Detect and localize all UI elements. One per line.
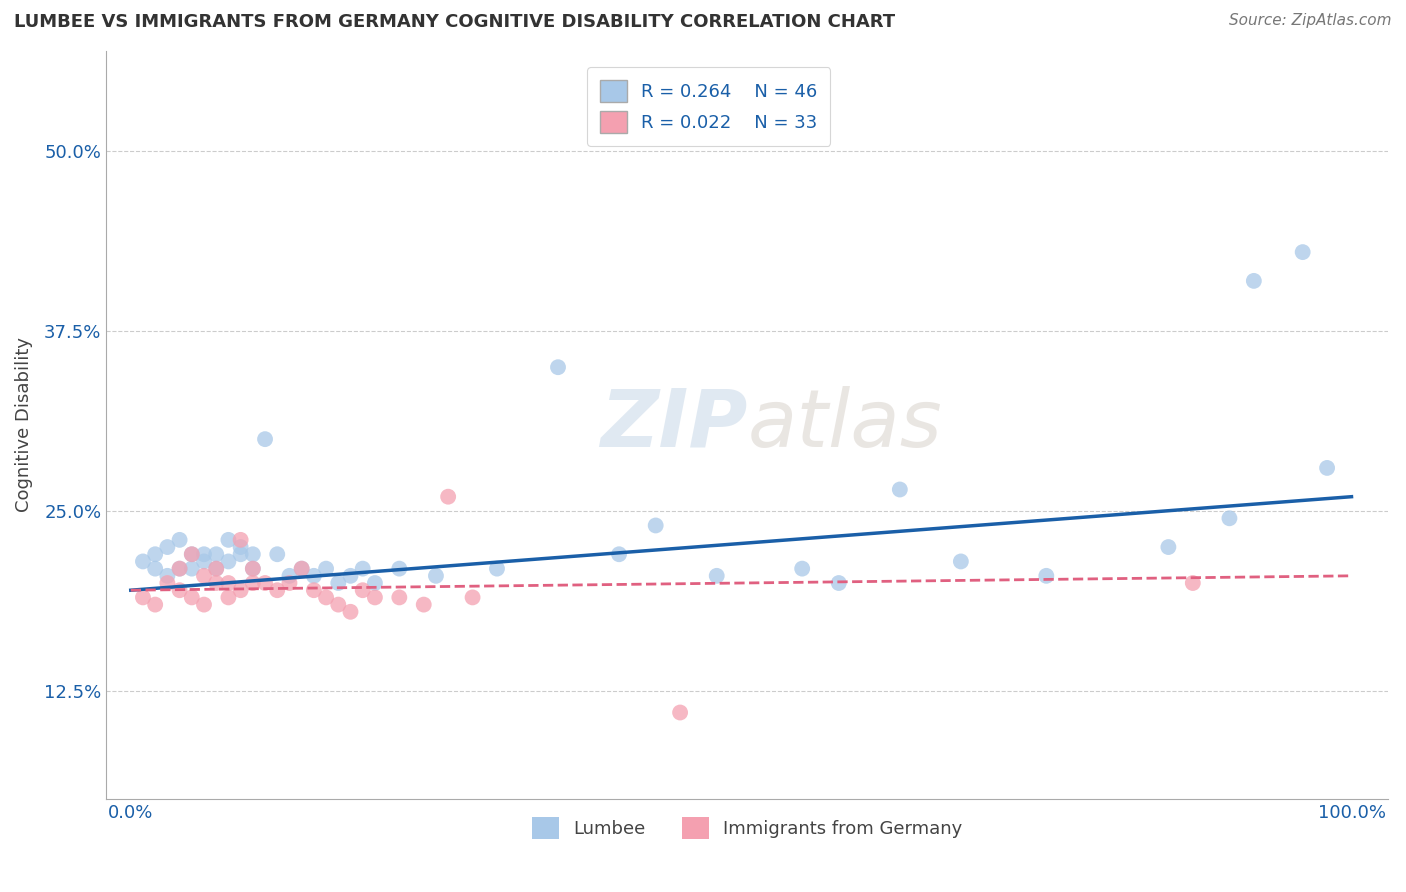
Point [193, 547, 215, 561]
Text: Source: ZipAtlas.com: Source: ZipAtlas.com [1229, 13, 1392, 29]
Point [205, 561, 228, 575]
Point [388, 591, 411, 605]
Point [242, 547, 264, 561]
Point [180, 547, 202, 561]
Point [180, 547, 202, 561]
Point [278, 569, 301, 583]
Point [328, 598, 350, 612]
Text: LUMBEE VS IMMIGRANTS FROM GERMANY COGNITIVE DISABILITY CORRELATION CHART: LUMBEE VS IMMIGRANTS FROM GERMANY COGNIT… [14, 13, 896, 31]
Point [706, 569, 728, 583]
Point [412, 598, 434, 612]
Text: ZIP: ZIP [600, 385, 747, 464]
Point [254, 576, 277, 591]
Point [156, 540, 179, 554]
Point [1243, 274, 1265, 288]
Point [169, 533, 191, 547]
Point [229, 533, 252, 547]
Point [229, 547, 252, 561]
Point [1218, 511, 1240, 525]
Point [291, 561, 314, 575]
Point [669, 706, 692, 720]
Point [547, 360, 569, 375]
Point [254, 432, 277, 446]
Point [156, 576, 179, 591]
Point [169, 583, 191, 598]
Point [156, 569, 179, 583]
Text: atlas: atlas [747, 385, 942, 464]
Legend: Lumbee, Immigrants from Germany: Lumbee, Immigrants from Germany [524, 809, 970, 846]
Point [143, 547, 166, 561]
Point [1292, 245, 1315, 260]
Point [132, 591, 155, 605]
Y-axis label: Cognitive Disability: Cognitive Disability [15, 337, 32, 512]
Point [291, 561, 314, 575]
Point [229, 540, 252, 554]
Point [437, 490, 460, 504]
Point [193, 598, 215, 612]
Point [217, 533, 239, 547]
Point [1181, 576, 1204, 591]
Point [180, 561, 202, 575]
Point [266, 547, 288, 561]
Point [364, 591, 387, 605]
Point [217, 576, 239, 591]
Point [315, 561, 337, 575]
Point [205, 561, 228, 575]
Point [607, 547, 630, 561]
Point [352, 561, 374, 575]
Point [217, 554, 239, 568]
Point [792, 561, 814, 575]
Point [242, 561, 264, 575]
Point [485, 561, 508, 575]
Point [644, 518, 666, 533]
Point [388, 561, 411, 575]
Point [949, 554, 972, 568]
Point [339, 605, 361, 619]
Point [143, 561, 166, 575]
Point [266, 583, 288, 598]
Point [425, 569, 447, 583]
Point [180, 591, 202, 605]
Point [217, 591, 239, 605]
Point [205, 547, 228, 561]
Point [193, 569, 215, 583]
Point [364, 576, 387, 591]
Point [193, 554, 215, 568]
Point [328, 576, 350, 591]
Point [339, 569, 361, 583]
Point [461, 591, 484, 605]
Point [242, 561, 264, 575]
Point [205, 576, 228, 591]
Point [302, 569, 325, 583]
Point [1157, 540, 1180, 554]
Point [315, 591, 337, 605]
Point [242, 576, 264, 591]
Point [229, 583, 252, 598]
Point [132, 554, 155, 568]
Point [143, 598, 166, 612]
Point [828, 576, 851, 591]
Point [302, 583, 325, 598]
Point [889, 483, 911, 497]
Point [1316, 461, 1339, 475]
Point [1035, 569, 1057, 583]
Point [169, 561, 191, 575]
Point [278, 576, 301, 591]
Point [352, 583, 374, 598]
Point [169, 561, 191, 575]
